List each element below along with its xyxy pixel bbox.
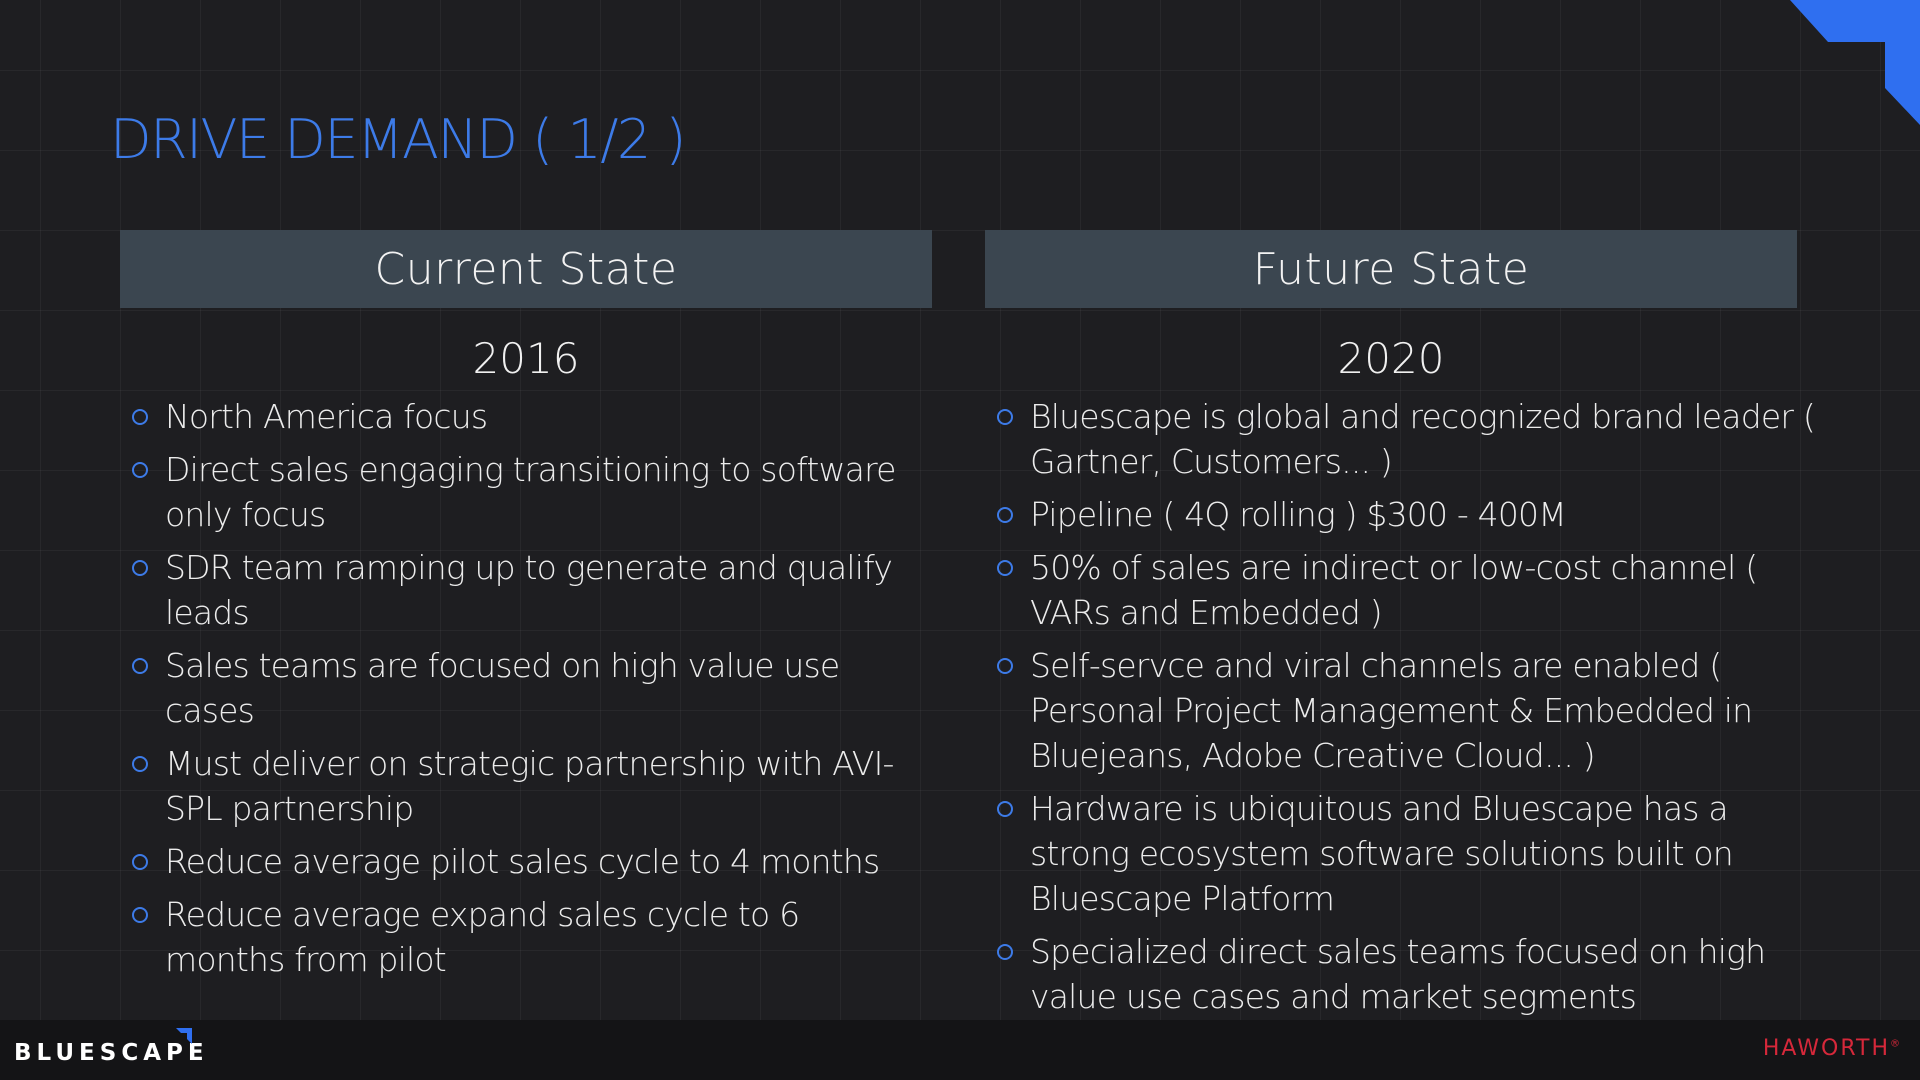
current-state-item: Sales teams are focused on high value us… xyxy=(120,643,905,733)
future-state-item: Pipeline ( 4Q rolling ) $300 - 400M xyxy=(985,492,1820,537)
bullet-circle-icon xyxy=(132,409,148,425)
future-state-item: Specialized direct sales teams focused o… xyxy=(985,929,1820,1019)
bullet-text: Pipeline ( 4Q rolling ) $300 - 400M xyxy=(1030,495,1567,534)
current-state-header: Current State xyxy=(120,230,932,308)
future-state-item: Hardware is ubiquitous and Bluescape has… xyxy=(985,786,1820,921)
bullet-circle-icon xyxy=(997,801,1013,817)
bullet-text: Reduce average pilot sales cycle to 4 mo… xyxy=(165,842,880,881)
bluescape-logo: BLUESCAPE xyxy=(14,1040,209,1066)
current-state-item: SDR team ramping up to generate and qual… xyxy=(120,545,905,635)
bullet-circle-icon xyxy=(132,907,148,923)
bullet-circle-icon xyxy=(132,560,148,576)
bullet-text: Bluescape is global and recognized brand… xyxy=(1030,397,1816,481)
bullet-text: Reduce average expand sales cycle to 6 m… xyxy=(165,895,800,979)
current-state-column: Current State 2016 North America focus D… xyxy=(120,230,932,990)
bullet-circle-icon xyxy=(132,854,148,870)
current-state-item: North America focus xyxy=(120,394,905,439)
bullet-circle-icon xyxy=(997,409,1013,425)
future-state-header: Future State xyxy=(985,230,1797,308)
bullet-circle-icon xyxy=(997,944,1013,960)
bullet-text: Sales teams are focused on high value us… xyxy=(165,646,840,730)
haworth-logo: HAWORTH® xyxy=(1763,1036,1902,1061)
future-state-year: 2020 xyxy=(1337,334,1445,383)
bullet-circle-icon xyxy=(132,462,148,478)
current-state-item: Must deliver on strategic partnership wi… xyxy=(120,741,905,831)
page-title: DRIVE DEMAND ( 1/2 ) xyxy=(110,108,687,171)
bullet-circle-icon xyxy=(132,658,148,674)
future-state-item: 50% of sales are indirect or low-cost ch… xyxy=(985,545,1820,635)
bullet-text: North America focus xyxy=(165,397,488,436)
bullet-text: 50% of sales are indirect or low-cost ch… xyxy=(1030,548,1758,632)
bullet-text: Hardware is ubiquitous and Bluescape has… xyxy=(1030,789,1734,918)
logo-corner-icon xyxy=(176,1028,192,1044)
registered-mark: ® xyxy=(1890,1038,1902,1050)
current-state-year: 2016 xyxy=(472,334,580,383)
bullet-text: Self-servce and viral channels are enabl… xyxy=(1030,646,1753,775)
bullet-circle-icon xyxy=(997,507,1013,523)
bullet-circle-icon xyxy=(997,658,1013,674)
bullet-circle-icon xyxy=(997,560,1013,576)
bullet-text: Specialized direct sales teams focused o… xyxy=(1030,932,1766,1016)
partner-name: HAWORTH xyxy=(1762,1036,1890,1061)
bullet-text: Must deliver on strategic partnership wi… xyxy=(165,744,894,828)
bullet-text: SDR team ramping up to generate and qual… xyxy=(165,548,893,632)
bullet-text: Direct sales engaging transitioning to s… xyxy=(165,450,896,534)
bullet-circle-icon xyxy=(132,756,148,772)
future-state-list: Bluescape is global and recognized brand… xyxy=(985,394,1816,1019)
corner-chevron-icon xyxy=(1790,0,1920,125)
current-state-list: North America focus Direct sales engagin… xyxy=(120,394,932,982)
current-state-item: Reduce average expand sales cycle to 6 m… xyxy=(120,892,905,982)
current-state-item: Direct sales engaging transitioning to s… xyxy=(120,447,905,537)
future-state-column: Future State 2020 Bluescape is global an… xyxy=(985,230,1816,1027)
future-state-item: Bluescape is global and recognized brand… xyxy=(985,394,1820,484)
future-state-item: Self-servce and viral channels are enabl… xyxy=(985,643,1820,778)
current-state-item: Reduce average pilot sales cycle to 4 mo… xyxy=(120,839,905,884)
footer-bar: BLUESCAPE HAWORTH® xyxy=(0,1020,1920,1080)
